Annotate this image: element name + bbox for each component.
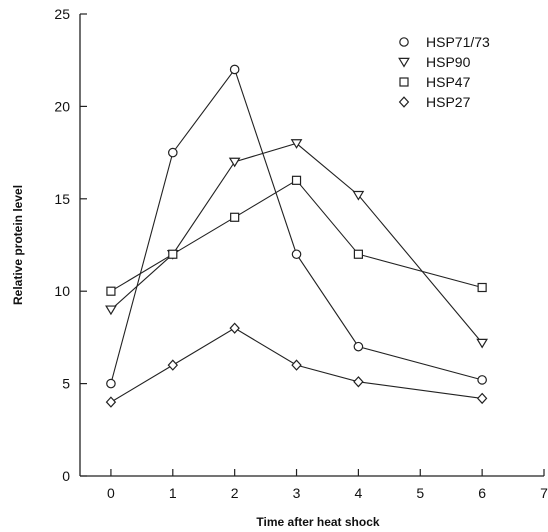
y-tick-label: 10	[54, 283, 70, 299]
data-point-hsp47	[291, 175, 302, 185]
y-axis-title: Relative protein level	[11, 185, 25, 305]
x-tick-label: 0	[107, 485, 115, 501]
data-point-hsp47	[168, 249, 178, 259]
data-point-hsp90	[476, 338, 488, 349]
y-tick-label: 0	[62, 468, 70, 484]
series-markers	[105, 64, 488, 408]
legend-marker-hsp47	[399, 77, 409, 87]
data-point-hsp90	[290, 139, 303, 149]
y-tick-label: 25	[54, 6, 70, 22]
series-lines	[110, 68, 483, 403]
data-point-hsp71-73	[291, 249, 302, 260]
legend-marker-hsp27	[398, 96, 410, 108]
data-point-hsp71-73	[353, 341, 364, 352]
data-point-hsp90	[105, 305, 117, 316]
data-point-hsp71-73	[477, 375, 487, 385]
ticks: 0 5 10 15 20 25 0 1 2 3 4 5 6 7	[54, 6, 548, 501]
data-point-hsp27	[476, 392, 488, 405]
data-point-hsp90	[228, 157, 241, 168]
data-point-hsp90	[352, 190, 365, 201]
x-tick-label: 3	[293, 485, 301, 501]
y-tick-label: 5	[62, 376, 70, 392]
legend-label-hsp47: HSP47	[426, 74, 471, 90]
x-tick-label: 5	[416, 485, 424, 501]
data-point-hsp71-73	[168, 147, 178, 158]
x-tick-label: 7	[540, 485, 548, 501]
x-tick-label: 6	[478, 485, 486, 501]
y-tick-label: 20	[54, 98, 70, 114]
axes	[79, 14, 544, 477]
data-point-hsp47	[353, 249, 363, 259]
series-line-hsp90	[110, 142, 483, 344]
data-point-hsp27	[167, 359, 179, 371]
data-point-hsp47	[230, 212, 240, 222]
legend-marker-hsp90	[398, 57, 410, 68]
series-line-hsp71-73	[110, 68, 483, 384]
legend-label-hsp71-73: HSP71/73	[426, 34, 490, 50]
data-point-hsp27	[105, 396, 117, 408]
data-point-hsp27	[229, 322, 240, 334]
series-line-hsp47	[110, 179, 483, 292]
y-tick-label: 15	[54, 191, 70, 207]
legend: HSP71/73 HSP90 HSP47 HSP27	[398, 34, 490, 110]
series-line-hsp27	[110, 327, 483, 403]
data-point-hsp27	[291, 359, 302, 371]
x-axis-title: Time after heat shock	[256, 515, 379, 529]
data-point-hsp27	[353, 376, 364, 388]
x-tick-label: 1	[169, 485, 177, 501]
legend-marker-hsp71-73	[399, 37, 409, 47]
x-tick-label: 2	[231, 485, 239, 501]
data-point-hsp47	[106, 286, 116, 296]
data-point-hsp71-73	[106, 378, 116, 389]
data-point-hsp47	[477, 282, 487, 293]
legend-label-hsp27: HSP27	[426, 94, 471, 110]
x-tick-label: 4	[355, 485, 363, 501]
legend-label-hsp90: HSP90	[426, 54, 471, 70]
data-point-hsp71-73	[229, 64, 240, 75]
